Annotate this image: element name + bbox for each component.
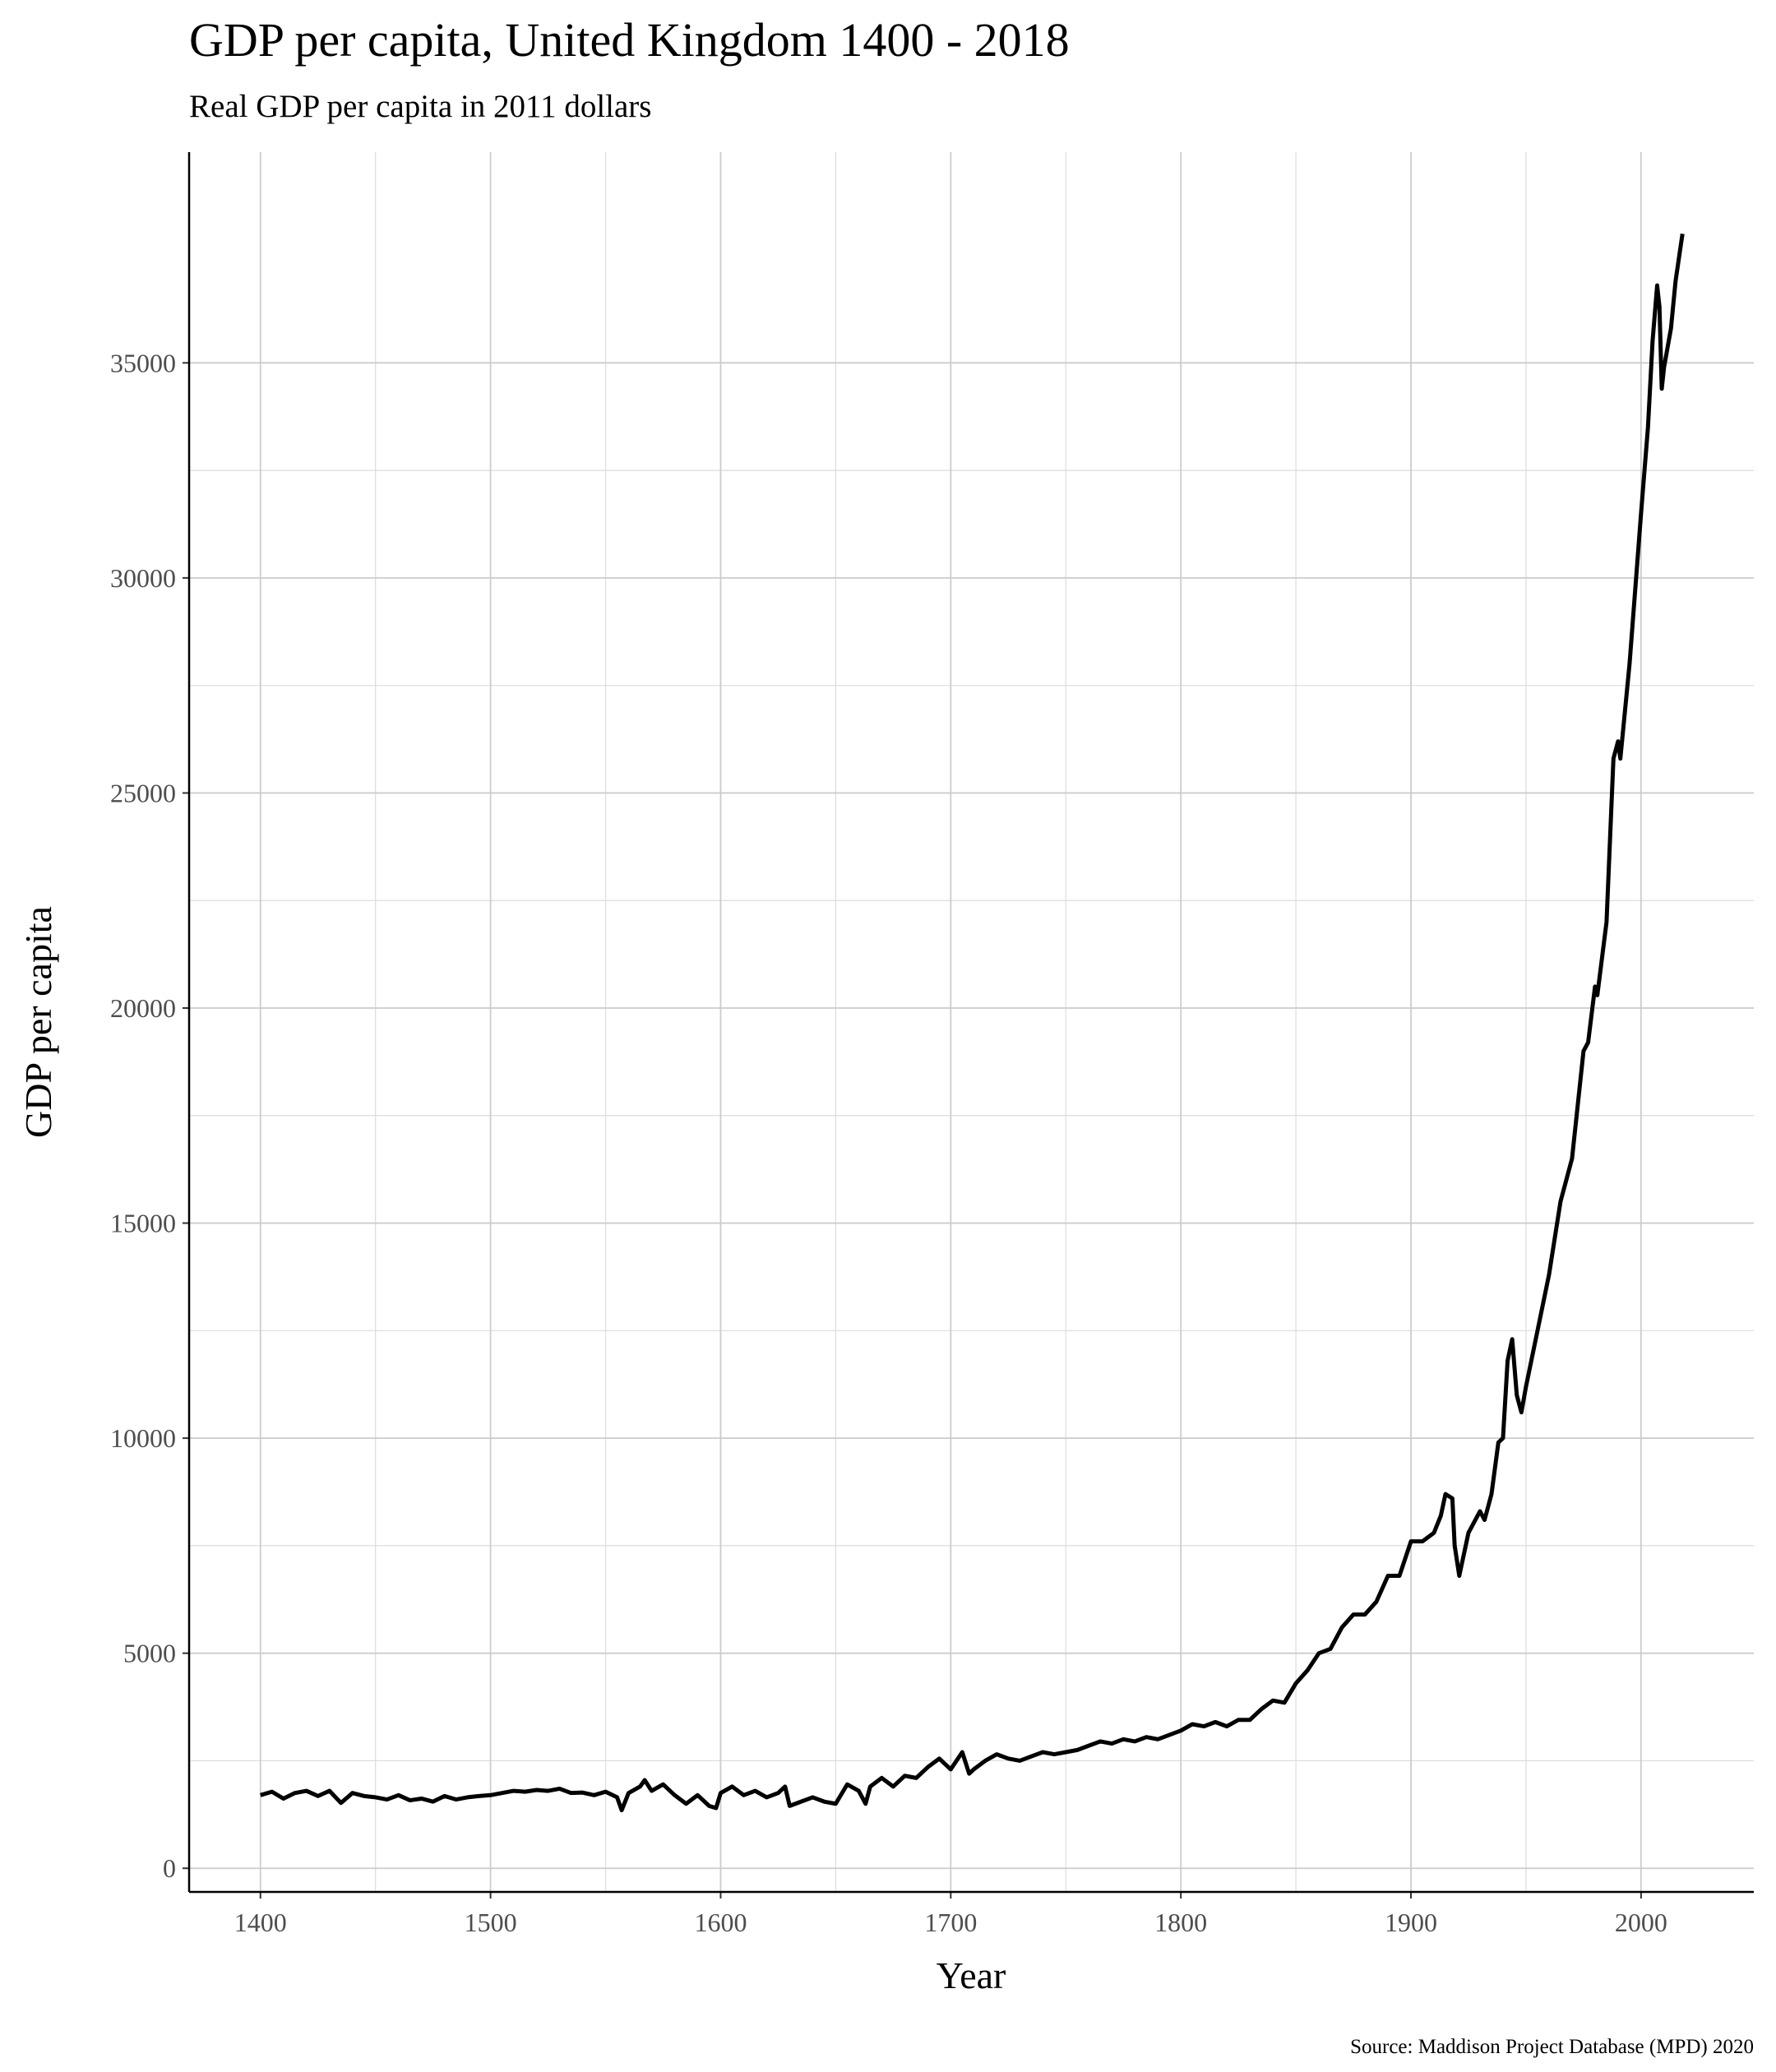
y-tick-label: 10000 xyxy=(110,1423,176,1453)
x-tick-label: 1900 xyxy=(1385,1908,1437,1937)
x-tick-label: 1400 xyxy=(234,1908,287,1937)
y-tick-label: 0 xyxy=(163,1853,176,1883)
y-tick-label: 20000 xyxy=(110,993,176,1023)
x-tick-label: 1700 xyxy=(924,1908,977,1937)
y-tick-label: 35000 xyxy=(110,348,176,377)
y-tick-label: 5000 xyxy=(123,1639,176,1668)
data-line xyxy=(260,234,1685,1813)
y-tick-label: 15000 xyxy=(110,1209,176,1238)
chart-subtitle: Real GDP per capita in 2011 dollars xyxy=(189,89,651,124)
x-tick-label: 1600 xyxy=(694,1908,747,1937)
x-axis-title: Year xyxy=(937,1954,1006,1996)
y-tick-label: 25000 xyxy=(110,778,176,807)
y-axis-title: GDP per capita xyxy=(17,906,59,1138)
y-tick-label: 30000 xyxy=(110,563,176,593)
x-tick-label: 1800 xyxy=(1154,1908,1207,1937)
chart-title: GDP per capita, United Kingdom 1400 - 20… xyxy=(189,13,1070,67)
x-tick-label: 2000 xyxy=(1615,1908,1667,1937)
x-tick-label: 1500 xyxy=(465,1908,517,1937)
source-note: Source: Maddison Project Database (MPD) … xyxy=(1350,2036,1754,2058)
